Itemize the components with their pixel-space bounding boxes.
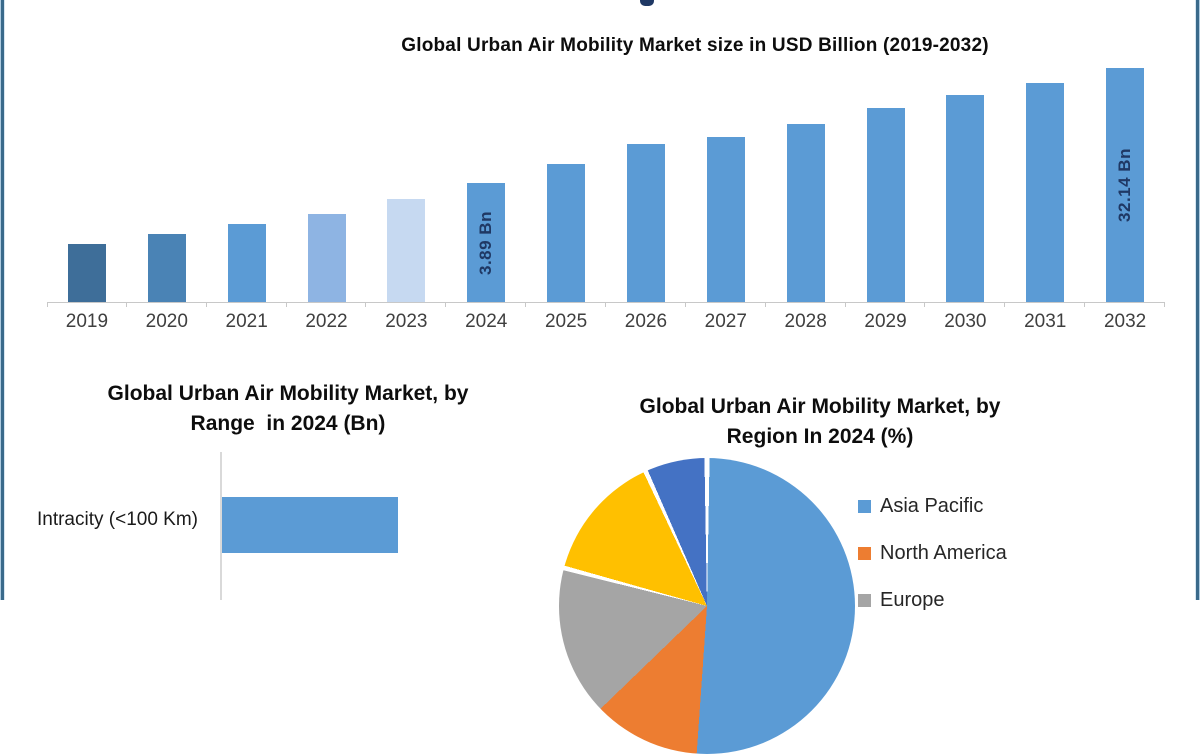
bar-2029	[866, 108, 905, 302]
bar-2020	[147, 234, 186, 302]
axis-tick	[924, 302, 926, 307]
region-legend: Asia Pacific North America Europe	[858, 494, 1007, 635]
bar-slot-2021: 2021	[207, 62, 287, 332]
bar-2032: 32.14 Bn	[1106, 68, 1145, 302]
x-axis-label-2028: 2028	[784, 311, 827, 332]
region-chart-title-line1: Global Urban Air Mobility Market, by	[639, 395, 1001, 418]
x-axis-label-2029: 2029	[864, 311, 907, 332]
x-axis-label-2031: 2031	[1024, 311, 1067, 332]
legend-item-north-america: North America	[858, 541, 1007, 565]
market-size-plot: 2019 2020 2021 2022 2023 3.89 Bn 2024 2025 2026 2…	[47, 62, 1166, 332]
bar-2023	[387, 199, 426, 302]
region-chart-title-line2: Region In 2024 (%)	[726, 425, 914, 448]
market-size-chart-title: Global Urban Air Mobility Market size in…	[401, 35, 989, 56]
x-axis-label-2021: 2021	[225, 311, 268, 332]
axis-tick	[125, 302, 127, 307]
x-axis-label-2023: 2023	[385, 311, 428, 332]
x-axis-label-2022: 2022	[305, 311, 348, 332]
bar-value-label-2024: 3.89 Bn	[476, 210, 496, 275]
bar-slot-2027: 2027	[686, 62, 766, 332]
range-chart-title-line1: Global Urban Air Mobility Market, by	[107, 382, 469, 405]
axis-tick	[1164, 302, 1166, 307]
bar-2021	[227, 224, 266, 302]
axis-tick	[605, 302, 607, 307]
bar-2024: 3.89 Bn	[467, 183, 506, 302]
axis-tick	[365, 302, 367, 307]
page-border-right	[1194, 0, 1200, 600]
x-axis-label-2019: 2019	[65, 311, 109, 332]
axis-tick	[844, 302, 846, 307]
x-axis-label-2027: 2027	[704, 311, 747, 332]
axis-tick	[285, 302, 287, 307]
bar-slot-2022: 2022	[287, 62, 367, 332]
bar-2025	[547, 164, 586, 302]
bar-slot-2019: 2019	[47, 62, 127, 332]
legend-item-europe: Europe	[858, 588, 1007, 612]
x-axis-label-2026: 2026	[624, 311, 668, 332]
range-chart-title: Global Urban Air Mobility Market, by Ran…	[38, 379, 538, 439]
x-axis-label-2032: 2032	[1103, 311, 1147, 332]
bar-2026	[626, 144, 665, 302]
legend-swatch-north-america	[858, 546, 871, 560]
region-pie	[559, 458, 855, 754]
bar-2019	[67, 244, 106, 302]
legend-item-asia-pacific: Asia Pacific	[858, 494, 1007, 518]
bar-slot-2032: 32.14 Bn 2032	[1085, 62, 1166, 332]
x-axis-label-2030: 2030	[944, 311, 987, 332]
bar-slot-2031: 2031	[1005, 62, 1086, 332]
legend-label-asia-pacific: Asia Pacific	[880, 494, 984, 517]
range-category-label: Intracity (<100 Km)	[36, 509, 198, 530]
legend-swatch-europe	[858, 593, 871, 607]
region-chart-title: Global Urban Air Mobility Market, by Reg…	[595, 392, 1045, 452]
x-axis-line	[47, 302, 1165, 303]
range-chart-title-line2: Range in 2024 (Bn)	[190, 412, 386, 435]
bar-slot-2024: 3.89 Bn 2024	[446, 62, 527, 332]
bar-slot-2025: 2025	[526, 62, 607, 332]
cropped-text-mark	[640, 0, 654, 6]
bar-2027	[706, 137, 745, 302]
range-bar-intracity	[222, 497, 398, 553]
bar-value-label-2032: 32.14 Bn	[1115, 148, 1135, 222]
bar-2022	[307, 214, 346, 302]
axis-tick	[764, 302, 766, 307]
range-chart-axis-line	[220, 452, 222, 600]
bar-slot-2026: 2026	[606, 62, 686, 332]
bar-2028	[786, 124, 825, 302]
bar-slot-2029: 2029	[846, 62, 926, 332]
legend-label-north-america: North America	[880, 541, 1007, 564]
bar-2030	[946, 95, 985, 302]
axis-tick	[445, 302, 447, 307]
axis-tick	[525, 302, 527, 307]
axis-tick	[684, 302, 686, 307]
x-axis-label-2025: 2025	[544, 311, 588, 332]
page-border-left	[0, 0, 6, 600]
axis-tick	[1084, 302, 1086, 307]
legend-swatch-asia-pacific	[858, 499, 871, 513]
x-axis-label-2024: 2024	[465, 311, 508, 332]
bar-slot-2030: 2030	[925, 62, 1006, 332]
bar-2031	[1026, 83, 1065, 302]
bar-slot-2028: 2028	[766, 62, 846, 332]
axis-tick	[1004, 302, 1006, 307]
legend-label-europe: Europe	[880, 588, 945, 611]
x-axis-label-2020: 2020	[145, 311, 188, 332]
axis-tick	[205, 302, 207, 307]
bar-slot-2023: 2023	[366, 62, 447, 332]
bar-slot-2020: 2020	[127, 62, 207, 332]
